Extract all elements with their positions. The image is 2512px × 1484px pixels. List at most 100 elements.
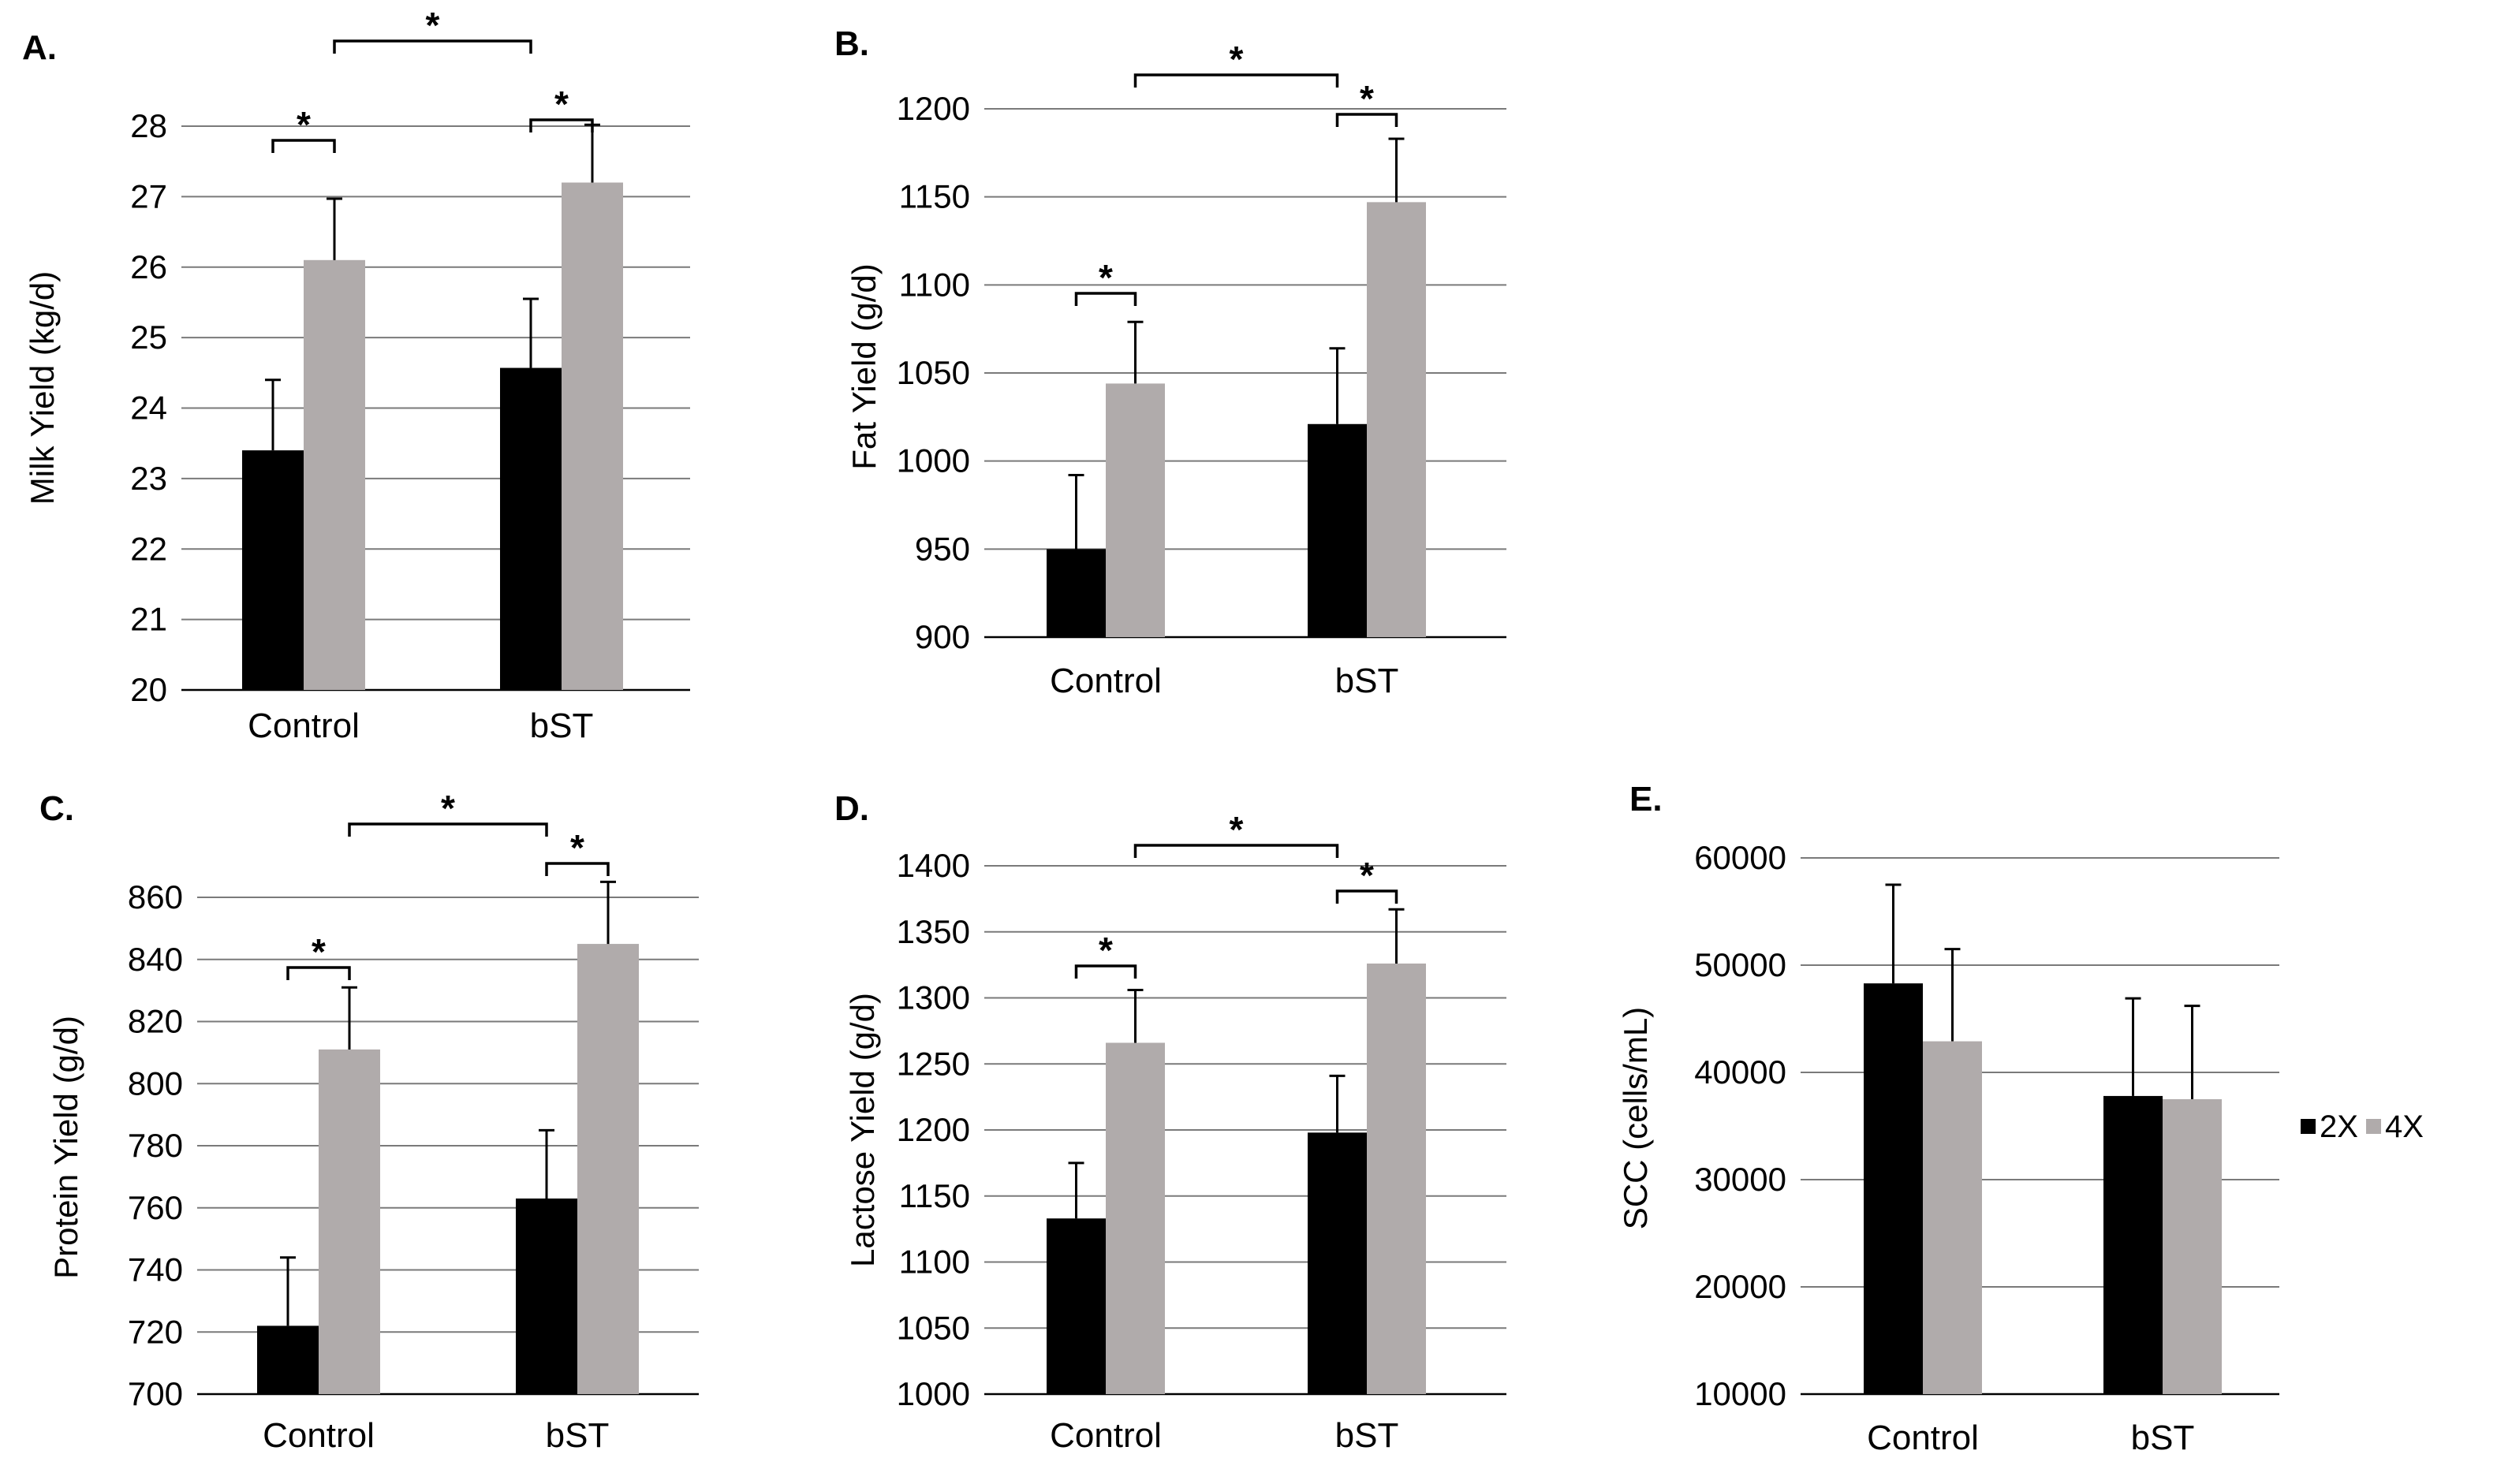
y-tick-label: 1150	[899, 1177, 970, 1214]
y-tick-label: 700	[128, 1375, 183, 1412]
significance-star: *	[1230, 809, 1244, 850]
y-tick-label: 1050	[897, 354, 970, 391]
panel-5: E. 10000 20000 30000 40000 50000 60000 SCC (cel…	[1617, 780, 2279, 1457]
panel-letter: D.	[834, 789, 869, 828]
y-tick-label: 1250	[897, 1045, 970, 1082]
y-tick-label: 1300	[897, 979, 970, 1016]
category-label-control: Control	[248, 707, 360, 745]
y-tick-label: 30000	[1694, 1161, 1786, 1198]
y-tick-label: 720	[128, 1313, 183, 1350]
significance-star: *	[312, 931, 326, 972]
legend-label-4x: 4X	[2385, 1109, 2424, 1144]
y-tick-label: 1150	[899, 178, 970, 215]
y-tick-label: 28	[130, 107, 167, 144]
bar-bst-2x	[2103, 1095, 2163, 1394]
bar-control-2x	[242, 450, 304, 690]
y-tick-label: 50000	[1694, 946, 1786, 983]
bar-bst-2x	[1308, 1132, 1367, 1394]
significance-bracket	[529, 118, 594, 132]
y-tick-label: 1100	[899, 266, 970, 303]
bar-control-4x	[1923, 1041, 1982, 1394]
bar-bst-4x	[2163, 1099, 2222, 1394]
significance-bracket	[1335, 889, 1398, 904]
bar-control-4x	[1106, 383, 1165, 637]
legend-swatch-2x	[2301, 1119, 2316, 1134]
bar-control-4x	[319, 1049, 380, 1394]
panel-letter: B.	[834, 24, 869, 63]
y-tick-label: 26	[130, 248, 167, 285]
category-label-bst: bST	[1335, 662, 1399, 700]
significance-bracket	[333, 39, 532, 54]
panel-letter: E.	[1629, 780, 1663, 818]
y-tick-label: 860	[128, 878, 183, 915]
y-tick-label: 27	[130, 177, 167, 214]
y-tick-label: 22	[130, 530, 167, 567]
y-tick-label: 1200	[897, 90, 970, 127]
category-label-bst: bST	[546, 1416, 610, 1455]
y-tick-label: 40000	[1694, 1053, 1786, 1091]
y-tick-label: 740	[128, 1251, 183, 1288]
legend-label-2x: 2X	[2320, 1109, 2358, 1144]
significance-star: *	[297, 104, 311, 145]
bar-control-2x	[1864, 983, 1923, 1394]
y-axis-label: Milk Yield (kg/d)	[24, 271, 61, 505]
panel-2: B. 900 950 1000 1050 1100 1150 1200 Fat Yield (g…	[834, 24, 1506, 700]
bar-bst-4x	[1367, 963, 1426, 1394]
panels: A. 20 21 22 23 24 25 26 27 28 Milk Yield (kg/d) Con…	[22, 5, 2279, 1457]
y-tick-label: 23	[130, 460, 167, 497]
panel-4: D. 1000 1050 1100 1150 1200 1250 1300 1350 1400 La…	[834, 789, 1506, 1455]
y-tick-label: 1200	[897, 1111, 970, 1148]
category-label-control: Control	[1050, 1416, 1162, 1455]
panel-letter: C.	[39, 789, 74, 828]
category-label-bst: bST	[530, 707, 594, 745]
bar-control-2x	[257, 1326, 319, 1394]
y-axis-label: Fat Yield (g/d)	[845, 263, 883, 469]
category-label-bst: bST	[2131, 1419, 2195, 1457]
category-label-bst: bST	[1335, 1416, 1399, 1455]
bar-control-4x	[304, 259, 365, 690]
legend: 2X 4X	[2301, 1109, 2424, 1144]
bar-bst-2x	[500, 367, 562, 690]
bar-control-2x	[1047, 549, 1106, 637]
y-tick-label: 20	[130, 671, 167, 708]
y-axis-label: SCC (cells/mL)	[1617, 1007, 1654, 1229]
y-tick-label: 840	[128, 941, 183, 978]
y-tick-label: 760	[128, 1189, 183, 1226]
bar-bst-4x	[1367, 202, 1426, 637]
significance-bracket	[1335, 113, 1398, 127]
significance-bracket	[348, 822, 548, 837]
significance-star: *	[1360, 855, 1374, 896]
y-tick-label: 1100	[899, 1244, 970, 1281]
y-axis-label: Protein Yield (g/d)	[47, 1016, 84, 1279]
significance-star: *	[426, 5, 440, 46]
y-tick-label: 1000	[897, 1375, 970, 1412]
significance-star: *	[1099, 257, 1113, 298]
y-tick-label: 20000	[1694, 1268, 1786, 1305]
category-label-control: Control	[1867, 1419, 1979, 1457]
y-tick-label: 10000	[1694, 1375, 1786, 1412]
y-tick-label: 800	[128, 1065, 183, 1102]
bar-control-2x	[1047, 1218, 1106, 1394]
category-label-control: Control	[1050, 662, 1162, 700]
y-tick-label: 21	[130, 601, 167, 638]
y-tick-label: 24	[130, 390, 167, 427]
significance-bracket	[1133, 844, 1339, 858]
bar-control-4x	[1106, 1042, 1165, 1394]
y-tick-label: 25	[130, 319, 167, 356]
legend-swatch-4x	[2366, 1119, 2381, 1134]
y-tick-label: 1050	[897, 1309, 970, 1346]
y-tick-label: 820	[128, 1003, 183, 1040]
significance-bracket	[545, 862, 610, 876]
y-tick-label: 1000	[897, 442, 970, 479]
bar-bst-4x	[562, 182, 623, 690]
category-label-control: Control	[263, 1416, 375, 1455]
significance-bracket	[1074, 964, 1137, 979]
significance-bracket	[1133, 73, 1339, 88]
significance-star: *	[1230, 39, 1244, 80]
significance-bracket	[286, 966, 351, 980]
significance-bracket	[1074, 292, 1137, 306]
panel-1: A. 20 21 22 23 24 25 26 27 28 Milk Yield (kg/d) Con…	[22, 5, 690, 745]
significance-star: *	[1360, 78, 1374, 119]
bar-bst-2x	[516, 1198, 577, 1394]
